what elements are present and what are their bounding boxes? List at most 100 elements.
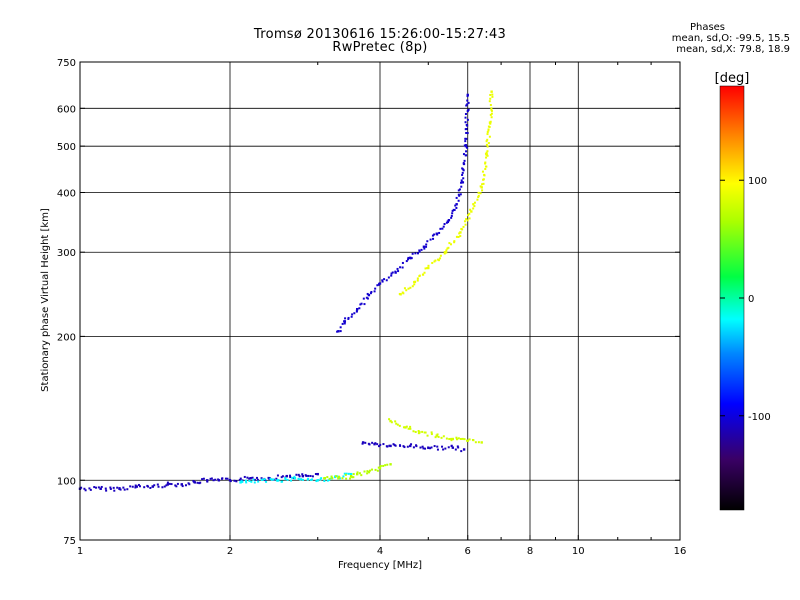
data-point <box>414 430 417 433</box>
data-point <box>455 235 458 238</box>
data-point <box>477 194 480 197</box>
data-point <box>184 484 187 487</box>
data-point <box>343 320 347 323</box>
data-point <box>347 316 350 319</box>
data-point <box>442 435 445 438</box>
data-point <box>469 208 472 211</box>
data-point <box>245 481 248 484</box>
data-point <box>373 290 376 293</box>
data-point <box>434 436 437 439</box>
data-point <box>424 447 427 450</box>
data-point <box>316 472 319 476</box>
data-point <box>466 99 469 102</box>
data-point <box>355 472 359 476</box>
data-point <box>406 258 409 261</box>
data-point <box>411 252 414 255</box>
data-point <box>139 485 142 488</box>
data-point <box>418 250 421 253</box>
data-point <box>373 442 376 446</box>
data-point <box>281 475 284 478</box>
data-point <box>417 430 420 433</box>
data-point <box>206 480 209 483</box>
y-tick-label: 100 <box>57 476 76 487</box>
data-point <box>405 289 408 292</box>
data-point <box>347 472 350 475</box>
data-point <box>284 477 287 480</box>
data-point <box>209 477 212 480</box>
data-point <box>374 287 377 290</box>
data-point <box>437 259 440 262</box>
data-point <box>453 209 456 212</box>
data-point <box>343 322 346 325</box>
data-point <box>323 477 327 480</box>
data-point <box>410 257 413 260</box>
phase-statistics-o-mode: mean, sd,O: -99.5, 15.5 <box>671 33 790 44</box>
data-point <box>472 207 475 210</box>
data-point <box>476 198 479 201</box>
data-point <box>359 303 362 306</box>
data-point <box>488 100 491 103</box>
data-point <box>424 431 427 434</box>
data-point <box>484 162 487 165</box>
data-point <box>407 287 410 290</box>
data-point <box>441 445 444 448</box>
data-point <box>460 179 463 182</box>
data-point <box>459 437 462 440</box>
data-point <box>461 173 464 176</box>
data-point <box>390 274 393 277</box>
data-point <box>445 251 448 254</box>
data-point <box>212 479 215 482</box>
data-point <box>201 478 204 481</box>
data-point <box>353 312 356 315</box>
data-point <box>457 446 460 449</box>
data-point <box>334 475 337 478</box>
data-point <box>221 477 224 480</box>
data-point <box>174 484 177 487</box>
y-tick-label: 500 <box>57 142 76 153</box>
data-point <box>180 483 183 486</box>
data-point <box>449 243 452 246</box>
data-point <box>464 144 468 148</box>
data-point <box>455 436 458 439</box>
data-point <box>460 450 463 453</box>
data-point <box>285 474 288 478</box>
data-point <box>466 118 469 121</box>
data-point <box>454 204 457 207</box>
data-point <box>398 424 401 427</box>
data-point <box>416 277 419 280</box>
data-point <box>239 477 242 480</box>
data-point <box>470 210 473 213</box>
data-point <box>438 231 441 234</box>
data-point <box>407 427 410 430</box>
data-point <box>363 470 366 473</box>
data-point <box>445 437 448 440</box>
data-point <box>238 478 241 481</box>
data-point <box>418 249 421 252</box>
data-point <box>450 214 453 217</box>
data-point <box>355 309 358 312</box>
data-point <box>377 466 380 469</box>
x-tick-label: 2 <box>227 546 233 557</box>
data-point <box>161 486 164 489</box>
data-point <box>202 477 205 480</box>
data-point <box>490 109 493 112</box>
colorbar-label: [deg] <box>715 71 750 86</box>
data-point <box>490 108 493 111</box>
data-point <box>413 283 416 286</box>
data-point <box>477 191 480 194</box>
data-point <box>442 225 445 228</box>
data-point <box>156 483 159 486</box>
y-tick-label: 300 <box>57 248 76 259</box>
data-point <box>466 439 469 442</box>
data-point <box>289 474 292 477</box>
phase-statistics: Phases mean, sd,O: -99.5, 15.5 mean, sd,… <box>600 22 790 55</box>
x-tick-label: 4 <box>377 546 383 557</box>
data-point <box>463 163 466 166</box>
data-point <box>382 443 385 446</box>
data-point <box>401 261 404 264</box>
data-point <box>436 445 439 448</box>
data-point <box>243 475 246 478</box>
data-point <box>418 431 421 434</box>
data-point <box>379 443 382 446</box>
data-point <box>451 209 454 212</box>
